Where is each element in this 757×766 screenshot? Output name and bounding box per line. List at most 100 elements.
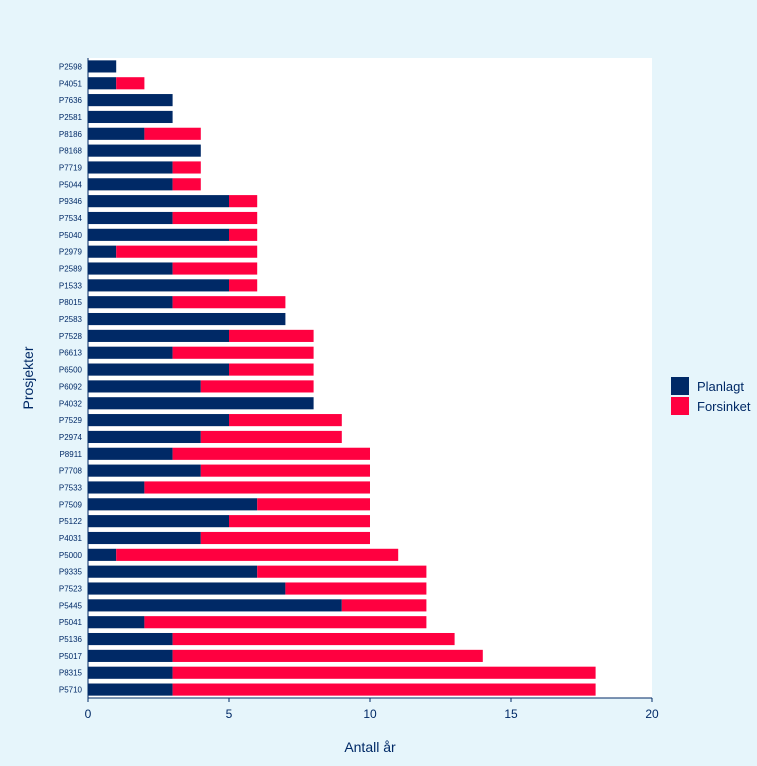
legend-swatch-planlagt: [671, 377, 689, 395]
bar-P2589-planlagt: [88, 262, 173, 275]
bar-P5136-forsinket: [172, 632, 455, 646]
bar-P7509-forsinket: [257, 498, 370, 511]
bar-P5122-planlagt: [88, 515, 229, 528]
y-tick-label: P5000: [59, 551, 83, 560]
y-tick-label: P7523: [59, 585, 83, 594]
y-tick-label: P7534: [59, 214, 83, 223]
bar-P7533-forsinket: [144, 481, 370, 494]
y-tick-label: P5017: [59, 652, 83, 661]
y-tick-label: P2974: [59, 433, 83, 442]
bar-P7529-forsinket: [229, 414, 342, 427]
y-tick-label: P7636: [59, 96, 83, 105]
y-tick-label: P4051: [59, 79, 83, 88]
legend-label-planlagt: Planlagt: [697, 379, 744, 394]
bar-P7528-planlagt: [88, 329, 229, 342]
y-tick-label: P5710: [59, 686, 83, 695]
bar-P7719-forsinket: [172, 161, 201, 174]
bar-P8186-forsinket: [144, 127, 201, 140]
y-tick-label: P6500: [59, 366, 83, 375]
bar-P5710-planlagt: [88, 683, 173, 696]
bar-P5044-forsinket: [172, 178, 201, 191]
bar-P9346-planlagt: [88, 195, 229, 208]
y-tick-label: P7719: [59, 163, 83, 172]
bar-P5122-forsinket: [229, 515, 370, 528]
y-tick-label: P5445: [59, 601, 83, 610]
y-tick-label: P7529: [59, 416, 83, 425]
bar-P5017-planlagt: [88, 649, 173, 662]
bar-P7534-forsinket: [172, 211, 258, 225]
bar-P7529-planlagt: [88, 414, 229, 427]
bar-P5017-forsinket: [172, 649, 483, 662]
bar-P8315-forsinket: [172, 666, 596, 679]
bar-P5044-planlagt: [88, 178, 173, 191]
bar-P5040-planlagt: [88, 228, 229, 241]
y-tick-label: P2979: [59, 248, 83, 257]
y-tick-label: P9335: [59, 568, 83, 577]
bar-P7509-planlagt: [88, 498, 258, 511]
bar-P2581-planlagt: [88, 110, 173, 124]
bar-P7708-forsinket: [200, 464, 370, 477]
bar-P5041-planlagt: [88, 616, 145, 629]
bars-group: [88, 60, 596, 696]
bar-P6613-planlagt: [88, 346, 173, 359]
y-tick-label: P8315: [59, 669, 83, 678]
bar-P4032-planlagt: [88, 397, 314, 410]
y-tick-label: P6613: [59, 349, 83, 358]
bar-P2979-forsinket: [116, 245, 258, 258]
bar-P5136-planlagt: [88, 632, 173, 646]
y-tick-label: P9346: [59, 197, 83, 206]
legend-swatch-forsinket: [671, 397, 689, 415]
bar-P4031-forsinket: [200, 531, 370, 545]
bar-P9335-forsinket: [257, 565, 427, 578]
y-tick-label: P2583: [59, 315, 83, 324]
bar-P6613-forsinket: [172, 346, 314, 359]
x-tick-label: 10: [363, 707, 377, 721]
y-tick-label: P2589: [59, 265, 83, 274]
bar-P8186-planlagt: [88, 127, 145, 140]
bar-P4051-planlagt: [88, 77, 117, 90]
y-tick-labels: P2598 P4051 P7636 P2581 P8186 P8168 P7719 P5044…: [59, 62, 83, 694]
bar-P2598-planlagt: [88, 60, 117, 73]
bar-P5710-forsinket: [172, 683, 596, 696]
x-tick-labels: 0 5 10 15 20: [85, 698, 659, 721]
x-tick-label: 0: [85, 707, 92, 721]
bar-P7719-planlagt: [88, 161, 173, 174]
y-tick-label: P8186: [59, 130, 83, 139]
legend: Planlagt Forsinket: [671, 377, 751, 415]
bar-P1533-planlagt: [88, 279, 229, 292]
y-tick-label: P5122: [59, 517, 83, 526]
y-tick-label: P4032: [59, 399, 83, 408]
bar-P5445-planlagt: [88, 599, 342, 612]
y-tick-label: P7509: [59, 500, 83, 509]
bar-P8015-planlagt: [88, 296, 173, 309]
y-tick-label: P1533: [59, 281, 83, 290]
bar-P8168-planlagt: [88, 144, 201, 157]
y-tick-label: P8168: [59, 147, 83, 156]
bar-P8911-forsinket: [172, 447, 370, 460]
bar-P7636-planlagt: [88, 94, 173, 107]
x-axis-label: Antall år: [344, 739, 396, 755]
y-tick-label: P6092: [59, 382, 83, 391]
bar-P5040-forsinket: [229, 228, 258, 241]
y-tick-label: P2598: [59, 62, 83, 71]
x-tick-label: 5: [226, 707, 233, 721]
legend-label-forsinket: Forsinket: [697, 399, 751, 414]
y-tick-label: P5041: [59, 618, 83, 627]
bar-P9335-planlagt: [88, 565, 258, 578]
y-tick-label: P7533: [59, 483, 83, 492]
y-tick-label: P4031: [59, 534, 83, 543]
bar-P8315-planlagt: [88, 666, 173, 679]
y-tick-label: P7528: [59, 332, 83, 341]
bar-P4051-forsinket: [116, 77, 145, 90]
bar-P4031-planlagt: [88, 531, 201, 545]
x-tick-label: 20: [645, 707, 659, 721]
y-tick-label: P7708: [59, 467, 83, 476]
bar-P2974-planlagt: [88, 430, 201, 444]
bar-P2583-planlagt: [88, 312, 286, 326]
bar-P1533-forsinket: [229, 279, 258, 292]
y-tick-label: P5044: [59, 180, 83, 189]
bar-P9346-forsinket: [229, 195, 258, 208]
bar-P7534-planlagt: [88, 211, 173, 225]
x-tick-label: 15: [504, 707, 518, 721]
